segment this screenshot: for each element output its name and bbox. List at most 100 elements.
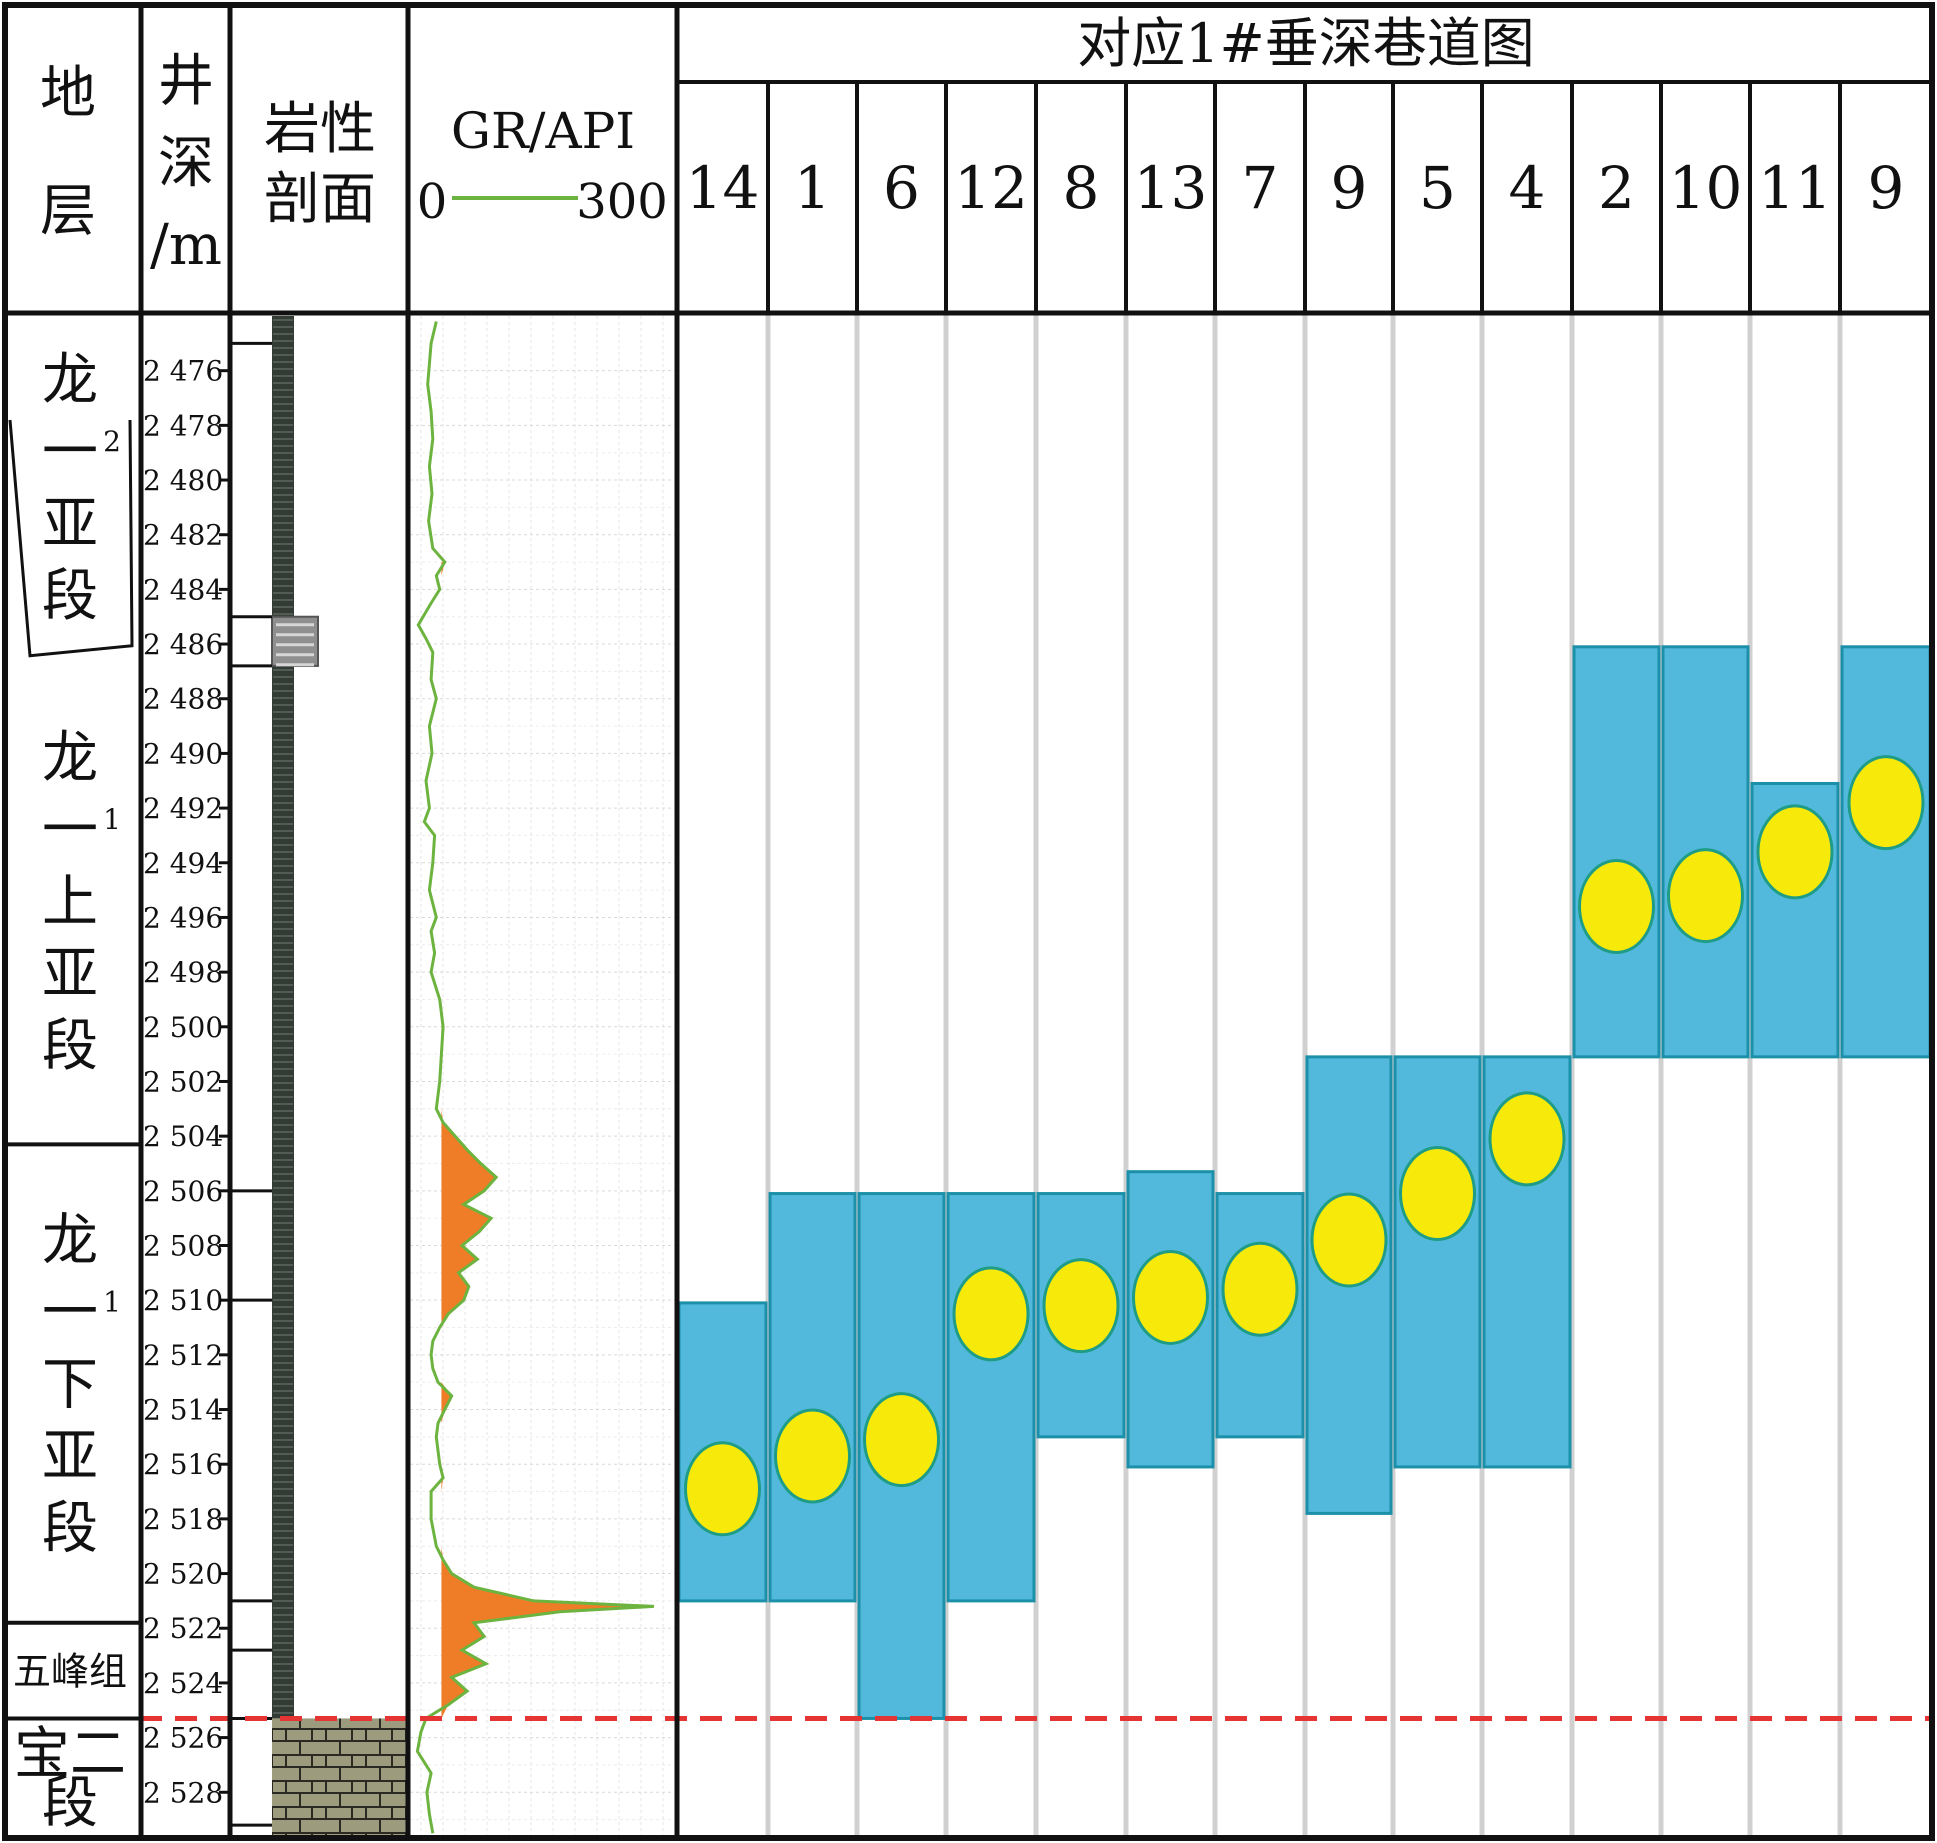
lane-point-8 [1042, 1258, 1120, 1354]
lane-label: 1 [794, 154, 831, 222]
depth-tick-label: 2 514 [143, 1394, 223, 1427]
depth-tick-label: 2 508 [143, 1229, 223, 1262]
lane-background [765, 313, 1843, 1838]
depth-tick-label: 2 518 [143, 1503, 223, 1536]
lane-label: 13 [1134, 154, 1208, 222]
strata-label-char: 一 [42, 1281, 98, 1346]
gr-scale-max: 300 [576, 174, 668, 230]
depth-tick-label: 2 480 [143, 464, 223, 497]
lithology-ticks [232, 341, 272, 1827]
lane-points [684, 755, 1925, 1537]
strata-label-char: 龙 [42, 348, 98, 413]
strata-superscript: 1 [103, 803, 121, 836]
lane-label: 5 [1419, 154, 1456, 222]
strata-dividers [5, 419, 141, 1721]
lane-point-4 [1488, 1091, 1566, 1187]
lane-label: 4 [1509, 154, 1546, 222]
depth-tick-label: 2 496 [143, 901, 223, 934]
depth-tick-label: 2 524 [143, 1667, 223, 1700]
depth-tick-label: 2 516 [143, 1448, 223, 1481]
gr-title: GR/API [451, 102, 635, 160]
strata-label-char: 亚 [42, 492, 98, 557]
lane-label: 10 [1669, 154, 1743, 222]
lane-point-11 [1756, 804, 1834, 900]
strata-label-char: 上 [42, 870, 98, 935]
strata-title-2: 层 [40, 179, 96, 244]
strata-label-char: 亚 [42, 942, 98, 1007]
strata-title-1: 地 [40, 61, 96, 126]
depth-tick-label: 2 488 [143, 683, 223, 716]
lane-box-12 [946, 1192, 1036, 1603]
header: 地 层 井 深 /m 岩性 剖面 GR/API 0 300 对应1#垂深巷道图 [40, 12, 1535, 278]
lane-labels: 14 1 6 12 8 13 7 9 5 4 2 10 11 9 [686, 154, 1905, 222]
strata-label-char: 龙 [42, 726, 98, 791]
lane-point-1 [774, 1408, 851, 1504]
gr-scale-min: 0 [417, 174, 448, 230]
depth-tick-label: 2 500 [143, 1011, 223, 1044]
depth-tick-label: 2 494 [143, 847, 223, 880]
depth-tick-label: 2 476 [143, 355, 223, 388]
strata-label-char: 下 [42, 1353, 98, 1418]
depth-axis: 2 476 2 478 2 480 2 482 2 484 2 486 2 488 2 490… [143, 355, 229, 1809]
lithology-limestone [272, 1718, 406, 1836]
depth-tick-label: 2 486 [143, 628, 223, 661]
lane-box-2 [1572, 645, 1661, 1059]
depth-tick-label: 2 478 [143, 409, 223, 442]
lane-box-1 [768, 1192, 857, 1603]
strata-label-char: 亚 [42, 1425, 98, 1490]
lane-point-7 [1221, 1241, 1299, 1337]
lane-box-9 [1840, 645, 1932, 1059]
lane-point-5 [1399, 1146, 1476, 1242]
lane-point-9 [1847, 755, 1925, 851]
depth-tick-label: 2 498 [143, 956, 223, 989]
lithology-title-2: 剖面 [264, 167, 376, 232]
lane-point-9 [1310, 1192, 1388, 1288]
gr-track-grid [410, 316, 675, 1836]
lane-point-13 [1132, 1249, 1209, 1345]
lane-point-2 [1578, 859, 1655, 955]
strata-label-char: 段 [42, 1497, 98, 1562]
lithology-column [232, 316, 406, 1836]
lithology-blocks [271, 615, 406, 1836]
depth-title-3: /m [150, 213, 222, 278]
lane-label: 9 [1331, 154, 1368, 222]
lane-header-dividers [766, 82, 1842, 313]
strata-label-char: 宝二 [14, 1722, 126, 1787]
lane-point-14 [684, 1441, 761, 1537]
strata-label-char: 段 [42, 564, 98, 629]
depth-tick-label: 2 504 [143, 1120, 223, 1153]
strata-superscript: 1 [103, 1286, 121, 1319]
lane-label: 12 [954, 154, 1028, 222]
depth-title-1: 井 [158, 49, 214, 114]
depth-tick-label: 2 512 [143, 1339, 223, 1372]
lane-point-10 [1667, 848, 1744, 944]
lane-title: 对应1#垂深巷道图 [1077, 12, 1535, 75]
depth-tick-label: 2 520 [143, 1558, 223, 1591]
lane-point-12 [952, 1266, 1030, 1362]
depth-tick-label: 2 492 [143, 792, 223, 825]
strata-label-char: 龙 [42, 1209, 98, 1274]
lane-box-5 [1393, 1055, 1482, 1469]
strata-label-char: 五峰组 [13, 1649, 127, 1693]
strata-label-char: 一 [42, 798, 98, 863]
lane-label: 7 [1242, 154, 1279, 222]
strata-outline [8, 419, 134, 658]
gr-fill-area [441, 562, 654, 1719]
depth-title-2: 深 [158, 131, 214, 196]
depth-tick-label: 2 522 [143, 1612, 223, 1645]
depth-tick-label: 2 526 [143, 1722, 223, 1755]
lane-label: 6 [883, 154, 920, 222]
gr-curve-group [415, 321, 654, 1834]
lithology-strip [272, 316, 294, 1719]
depth-tick-label: 2 528 [143, 1776, 223, 1809]
lane-label: 8 [1063, 154, 1100, 222]
depth-tick-label: 2 482 [143, 519, 223, 552]
depth-tick-label: 2 506 [143, 1175, 223, 1208]
lithology-stripes [273, 319, 293, 1714]
depth-tick-label: 2 490 [143, 737, 223, 770]
lane-label: 9 [1868, 154, 1905, 222]
lithology-title-1: 岩性 [264, 97, 376, 162]
gr-curve-line [415, 321, 654, 1834]
